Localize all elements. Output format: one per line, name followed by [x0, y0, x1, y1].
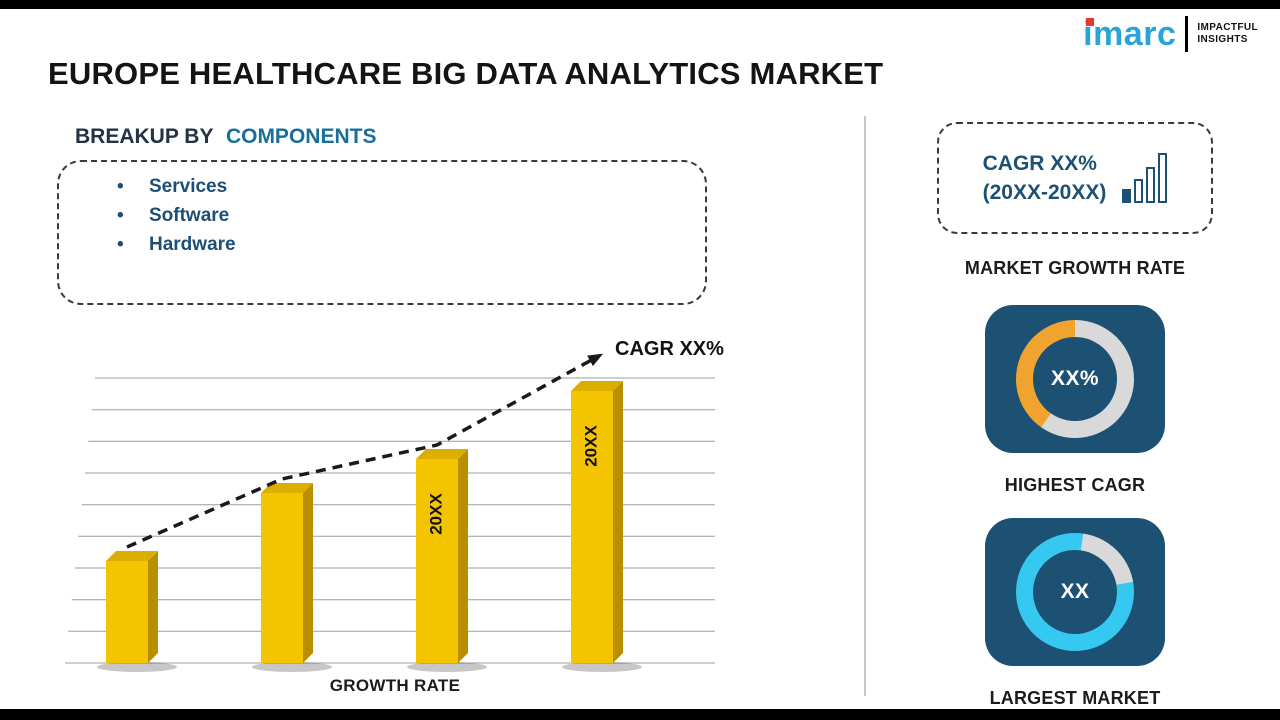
list-item-label: Services: [149, 176, 228, 197]
bar-top-face: [106, 551, 158, 561]
logo-divider: [1185, 16, 1189, 52]
imarc-red-dot: [1086, 18, 1095, 26]
list-item-label: Hardware: [149, 234, 236, 255]
trend-cagr-label: CAGR XX%: [615, 338, 724, 360]
cagr-growth-card-text: CAGR XX% (20XX-20XX): [983, 149, 1107, 208]
bottom-border-bar: [0, 709, 1280, 720]
bar-front-face: [106, 561, 148, 663]
bar-shadow: [407, 662, 487, 672]
list-item: Software: [109, 205, 705, 227]
bar-chart-icon: [1122, 153, 1168, 203]
logo-tagline-line2: INSIGHTS: [1197, 34, 1248, 45]
logo-tagline-line1: IMPACTFUL: [1197, 21, 1258, 33]
highest-cagr-donut: XX%: [1016, 320, 1134, 438]
bar-chart-svg: 20XX 20XX: [65, 353, 715, 672]
bar-side-face: [613, 381, 623, 663]
right-panel: CAGR XX% (20XX-20XX) MARKET GROWTH RATE …: [900, 120, 1250, 709]
trend-arrow: [126, 353, 604, 549]
highest-cagr-label: HIGHEST CAGR: [1004, 475, 1146, 495]
highest-cagr-tile: XX%: [985, 305, 1165, 453]
breakup-heading: BREAKUP BY COMPONENTS: [75, 125, 376, 149]
largest-market-tile: XX: [985, 518, 1165, 666]
bar-shadow: [562, 662, 642, 672]
bar-shadow: [252, 662, 332, 672]
list-item: Hardware: [109, 234, 705, 256]
logo-tagline: IMPACTFUL INSIGHTS: [1197, 22, 1258, 47]
cagr-growth-card: CAGR XX% (20XX-20XX): [937, 122, 1213, 234]
bar-side-face: [148, 551, 158, 663]
bar-chart-bars: 20XX 20XX: [97, 381, 642, 672]
imarc-logo: imarc IMPACTFUL INSIGHTS: [1083, 16, 1258, 52]
components-box: Services Software Hardware: [57, 160, 707, 305]
highest-cagr-value: XX%: [1033, 337, 1117, 421]
largest-market-value: XX: [1033, 550, 1117, 634]
bar-side-face: [458, 449, 468, 663]
bar-front-face: [571, 391, 613, 663]
breakup-heading-highlight: COMPONENTS: [225, 125, 377, 148]
bar-front-face: [416, 459, 458, 663]
breakup-heading-prefix: BREAKUP BY: [75, 125, 214, 148]
top-border-bar: [0, 0, 1280, 9]
imarc-wordmark: imarc: [1083, 17, 1176, 51]
bar-chart: 20XX 20XX CAGR XX%: [65, 330, 725, 675]
bar-top-face: [261, 483, 313, 493]
page-title: EUROPE HEALTHCARE BIG DATA ANALYTICS MAR…: [48, 56, 884, 91]
bar-side-face: [303, 483, 313, 663]
bar-top-face: [416, 449, 468, 459]
vertical-divider: [864, 116, 866, 696]
largest-market-label: LARGEST MARKET: [989, 688, 1161, 708]
bar-category-label: 20XX: [581, 425, 600, 467]
components-list: Services Software Hardware: [109, 176, 705, 256]
cagr-value-line: CAGR XX%: [982, 151, 1097, 175]
largest-market-donut: XX: [1016, 533, 1134, 651]
list-item-label: Software: [149, 205, 230, 226]
market-growth-rate-label: MARKET GROWTH RATE: [964, 258, 1186, 278]
x-axis-label: GROWTH RATE: [329, 676, 461, 695]
list-item: Services: [109, 176, 705, 198]
bar-shadow: [97, 662, 177, 672]
bar-top-face: [571, 381, 623, 391]
bar-front-face: [261, 493, 303, 663]
cagr-period-line: (20XX-20XX): [982, 181, 1107, 204]
imarc-wordmark-text: imarc: [1083, 15, 1177, 53]
bar-category-label: 20XX: [426, 493, 445, 535]
